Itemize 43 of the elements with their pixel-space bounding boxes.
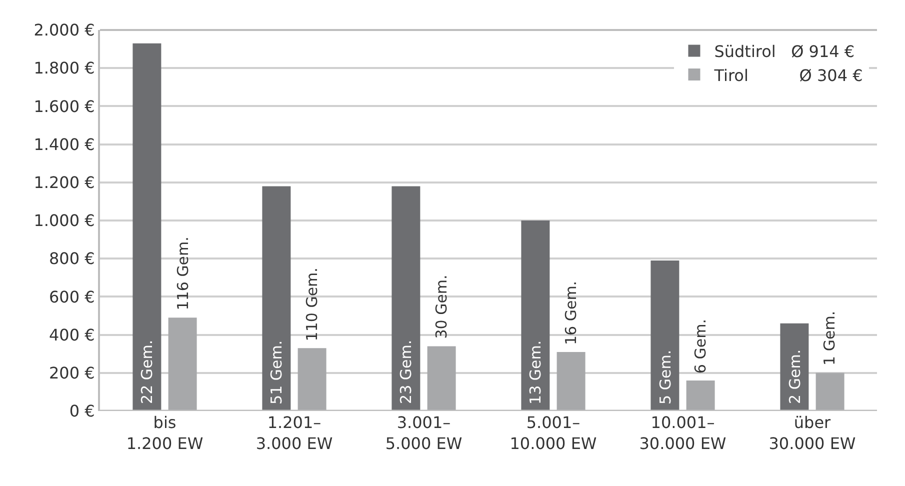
legend-label: Südtirol Ø 914 €: [714, 42, 855, 61]
y-tick-label: 200 €: [48, 364, 95, 382]
y-tick-label: 1.000 €: [34, 211, 95, 230]
x-tick-label: 1.201– 3.000 EW: [256, 413, 333, 453]
y-tick-label: 1.800 €: [34, 58, 95, 78]
bar: [780, 323, 809, 411]
annotation: 23 Gem.: [396, 340, 415, 404]
y-tick-label: 600 €: [48, 287, 95, 306]
annotation: 110 Gem.: [302, 268, 321, 342]
annotation: 6 Gem.: [692, 319, 710, 374]
bar: [168, 318, 197, 411]
annotation: 2 Gem.: [786, 349, 804, 404]
bar: [262, 186, 291, 411]
annotation: 13 Gem.: [526, 340, 544, 404]
y-tick-label: 800 €: [48, 249, 95, 268]
bar: [686, 380, 715, 411]
y-tick-label: 0 €: [69, 402, 95, 421]
x-tick-label: über 30.000 EW: [768, 413, 856, 453]
x-tick-label: 5.001– 10.000 EW: [510, 413, 597, 453]
annotation: 22 Gem.: [138, 340, 156, 404]
y-tick-label: 2.000 €: [34, 20, 95, 40]
annotation: 116 Gem.: [174, 236, 192, 310]
y-tick-label: 1.400 €: [34, 134, 95, 154]
bar: [132, 43, 162, 411]
bar: [650, 260, 680, 411]
bar: [392, 186, 420, 411]
bar: [521, 220, 550, 411]
x-tick-label: 3.001– 5.000 EW: [385, 413, 462, 453]
y-tick-label: 400 €: [48, 325, 95, 344]
annotation: 5 Gem.: [656, 350, 674, 404]
bar: [556, 352, 586, 411]
annotation: 51 Gem.: [267, 340, 286, 404]
legend-label: Tirol Ø 304 €: [713, 66, 863, 85]
bar: [298, 348, 326, 411]
x-tick-label: 10.001– 30.000 EW: [639, 413, 726, 453]
bar: [816, 372, 844, 411]
y-tick-label: 1.200 €: [34, 173, 95, 192]
bar: [427, 346, 456, 411]
annotation: 16 Gem.: [562, 280, 580, 346]
y-tick-label: 1.600 €: [34, 96, 95, 116]
x-tick-label: bis 1.200 EW: [126, 413, 204, 453]
annotation: 30 Gem.: [432, 274, 450, 339]
annotation: 1 Gem.: [820, 310, 839, 366]
